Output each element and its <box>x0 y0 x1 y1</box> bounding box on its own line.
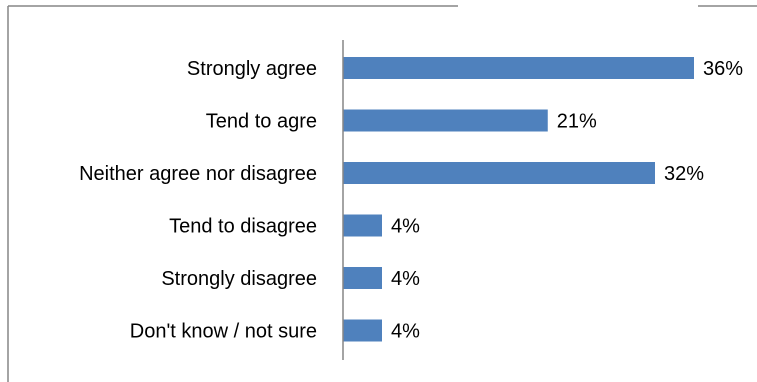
category-labels: Strongly agree Tend to agre Neither agree … <box>79 58 317 343</box>
bar-3 <box>343 214 382 237</box>
clipped-title <box>458 0 698 7</box>
bars <box>343 57 694 342</box>
bar-1 <box>343 109 548 132</box>
category-label-5: Don't know / not sure <box>130 321 317 343</box>
value-label-3: 4% <box>391 216 420 238</box>
category-label-3: Tend to disagree <box>169 216 317 238</box>
value-labels: 36% 21% 32% 4% 4% 4% <box>391 58 743 343</box>
value-label-4: 4% <box>391 268 420 290</box>
value-label-1: 21% <box>557 111 597 133</box>
bar-0 <box>343 57 694 79</box>
value-label-0: 36% <box>703 58 743 80</box>
category-label-1: Tend to agre <box>206 111 317 133</box>
bar-5 <box>343 319 382 342</box>
category-label-4: Strongly disagree <box>161 268 317 290</box>
category-label-2: Neither agree nor disagree <box>79 163 317 185</box>
bar-2 <box>343 162 655 184</box>
category-label-0: Strongly agree <box>187 58 317 80</box>
value-label-5: 4% <box>391 321 420 343</box>
bar-4 <box>343 267 382 289</box>
value-label-2: 32% <box>664 163 704 185</box>
